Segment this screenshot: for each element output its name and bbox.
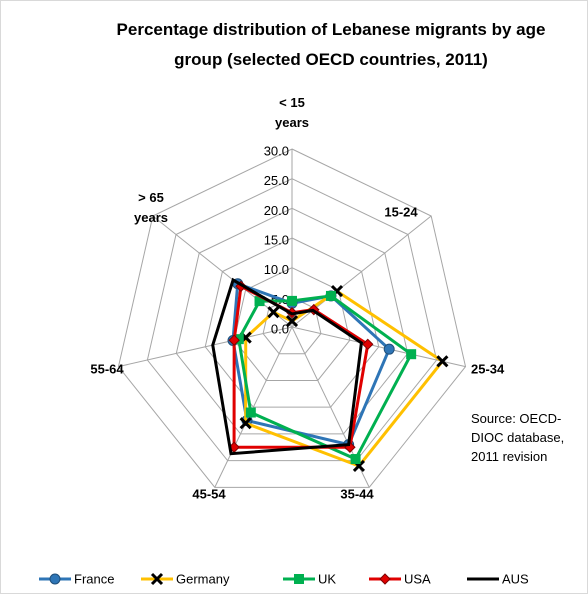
legend-label: Germany <box>176 571 230 586</box>
spoke <box>118 326 293 368</box>
legend-label: USA <box>404 571 431 586</box>
point <box>325 290 336 301</box>
category-label: > 65 years <box>134 190 168 225</box>
point <box>294 574 304 584</box>
point <box>287 295 297 306</box>
point <box>254 296 265 307</box>
point <box>406 349 417 360</box>
source-note: Source: OECD-DIOC database, 2011 revisio… <box>471 411 565 464</box>
point <box>150 572 164 586</box>
point <box>379 573 391 585</box>
category-label: 25-34 <box>471 361 505 376</box>
series <box>239 285 449 473</box>
point <box>350 454 361 465</box>
r-tick-label: 20.0 <box>264 203 289 218</box>
category-label: 15-24 <box>384 204 418 219</box>
legend-label: UK <box>318 571 336 586</box>
category-label: 35-44 <box>340 486 374 501</box>
grid-ring <box>175 207 409 435</box>
legend-label: France <box>74 571 114 586</box>
r-tick-label: 25.0 <box>264 173 289 188</box>
point <box>285 315 299 328</box>
point <box>436 355 449 368</box>
point <box>245 407 256 418</box>
point <box>362 338 374 351</box>
point <box>383 343 395 355</box>
series <box>211 277 364 456</box>
spoke <box>291 326 466 368</box>
spoke <box>214 326 293 488</box>
r-tick-label: 0.0 <box>271 321 289 336</box>
grid-ring <box>204 237 380 408</box>
grid-ring <box>233 267 351 381</box>
category-label: < 15 years <box>275 95 309 130</box>
r-tick-label: 30.0 <box>264 143 289 158</box>
series-line <box>211 277 364 456</box>
r-tick-label: 15.0 <box>264 232 289 247</box>
series-line <box>244 289 445 468</box>
r-tick-label: 10.0 <box>264 262 289 277</box>
grid-ring <box>146 178 438 462</box>
category-label: 45-54 <box>192 486 226 501</box>
grid-ring <box>117 148 467 488</box>
point <box>267 306 280 319</box>
point <box>49 573 61 585</box>
chart-title: Percentage distribution of Lebanese migr… <box>116 20 546 69</box>
series-line <box>237 294 414 461</box>
point <box>239 417 252 430</box>
category-label: 55-64 <box>90 361 124 376</box>
point <box>228 334 240 346</box>
legend-label: AUS <box>502 571 529 586</box>
